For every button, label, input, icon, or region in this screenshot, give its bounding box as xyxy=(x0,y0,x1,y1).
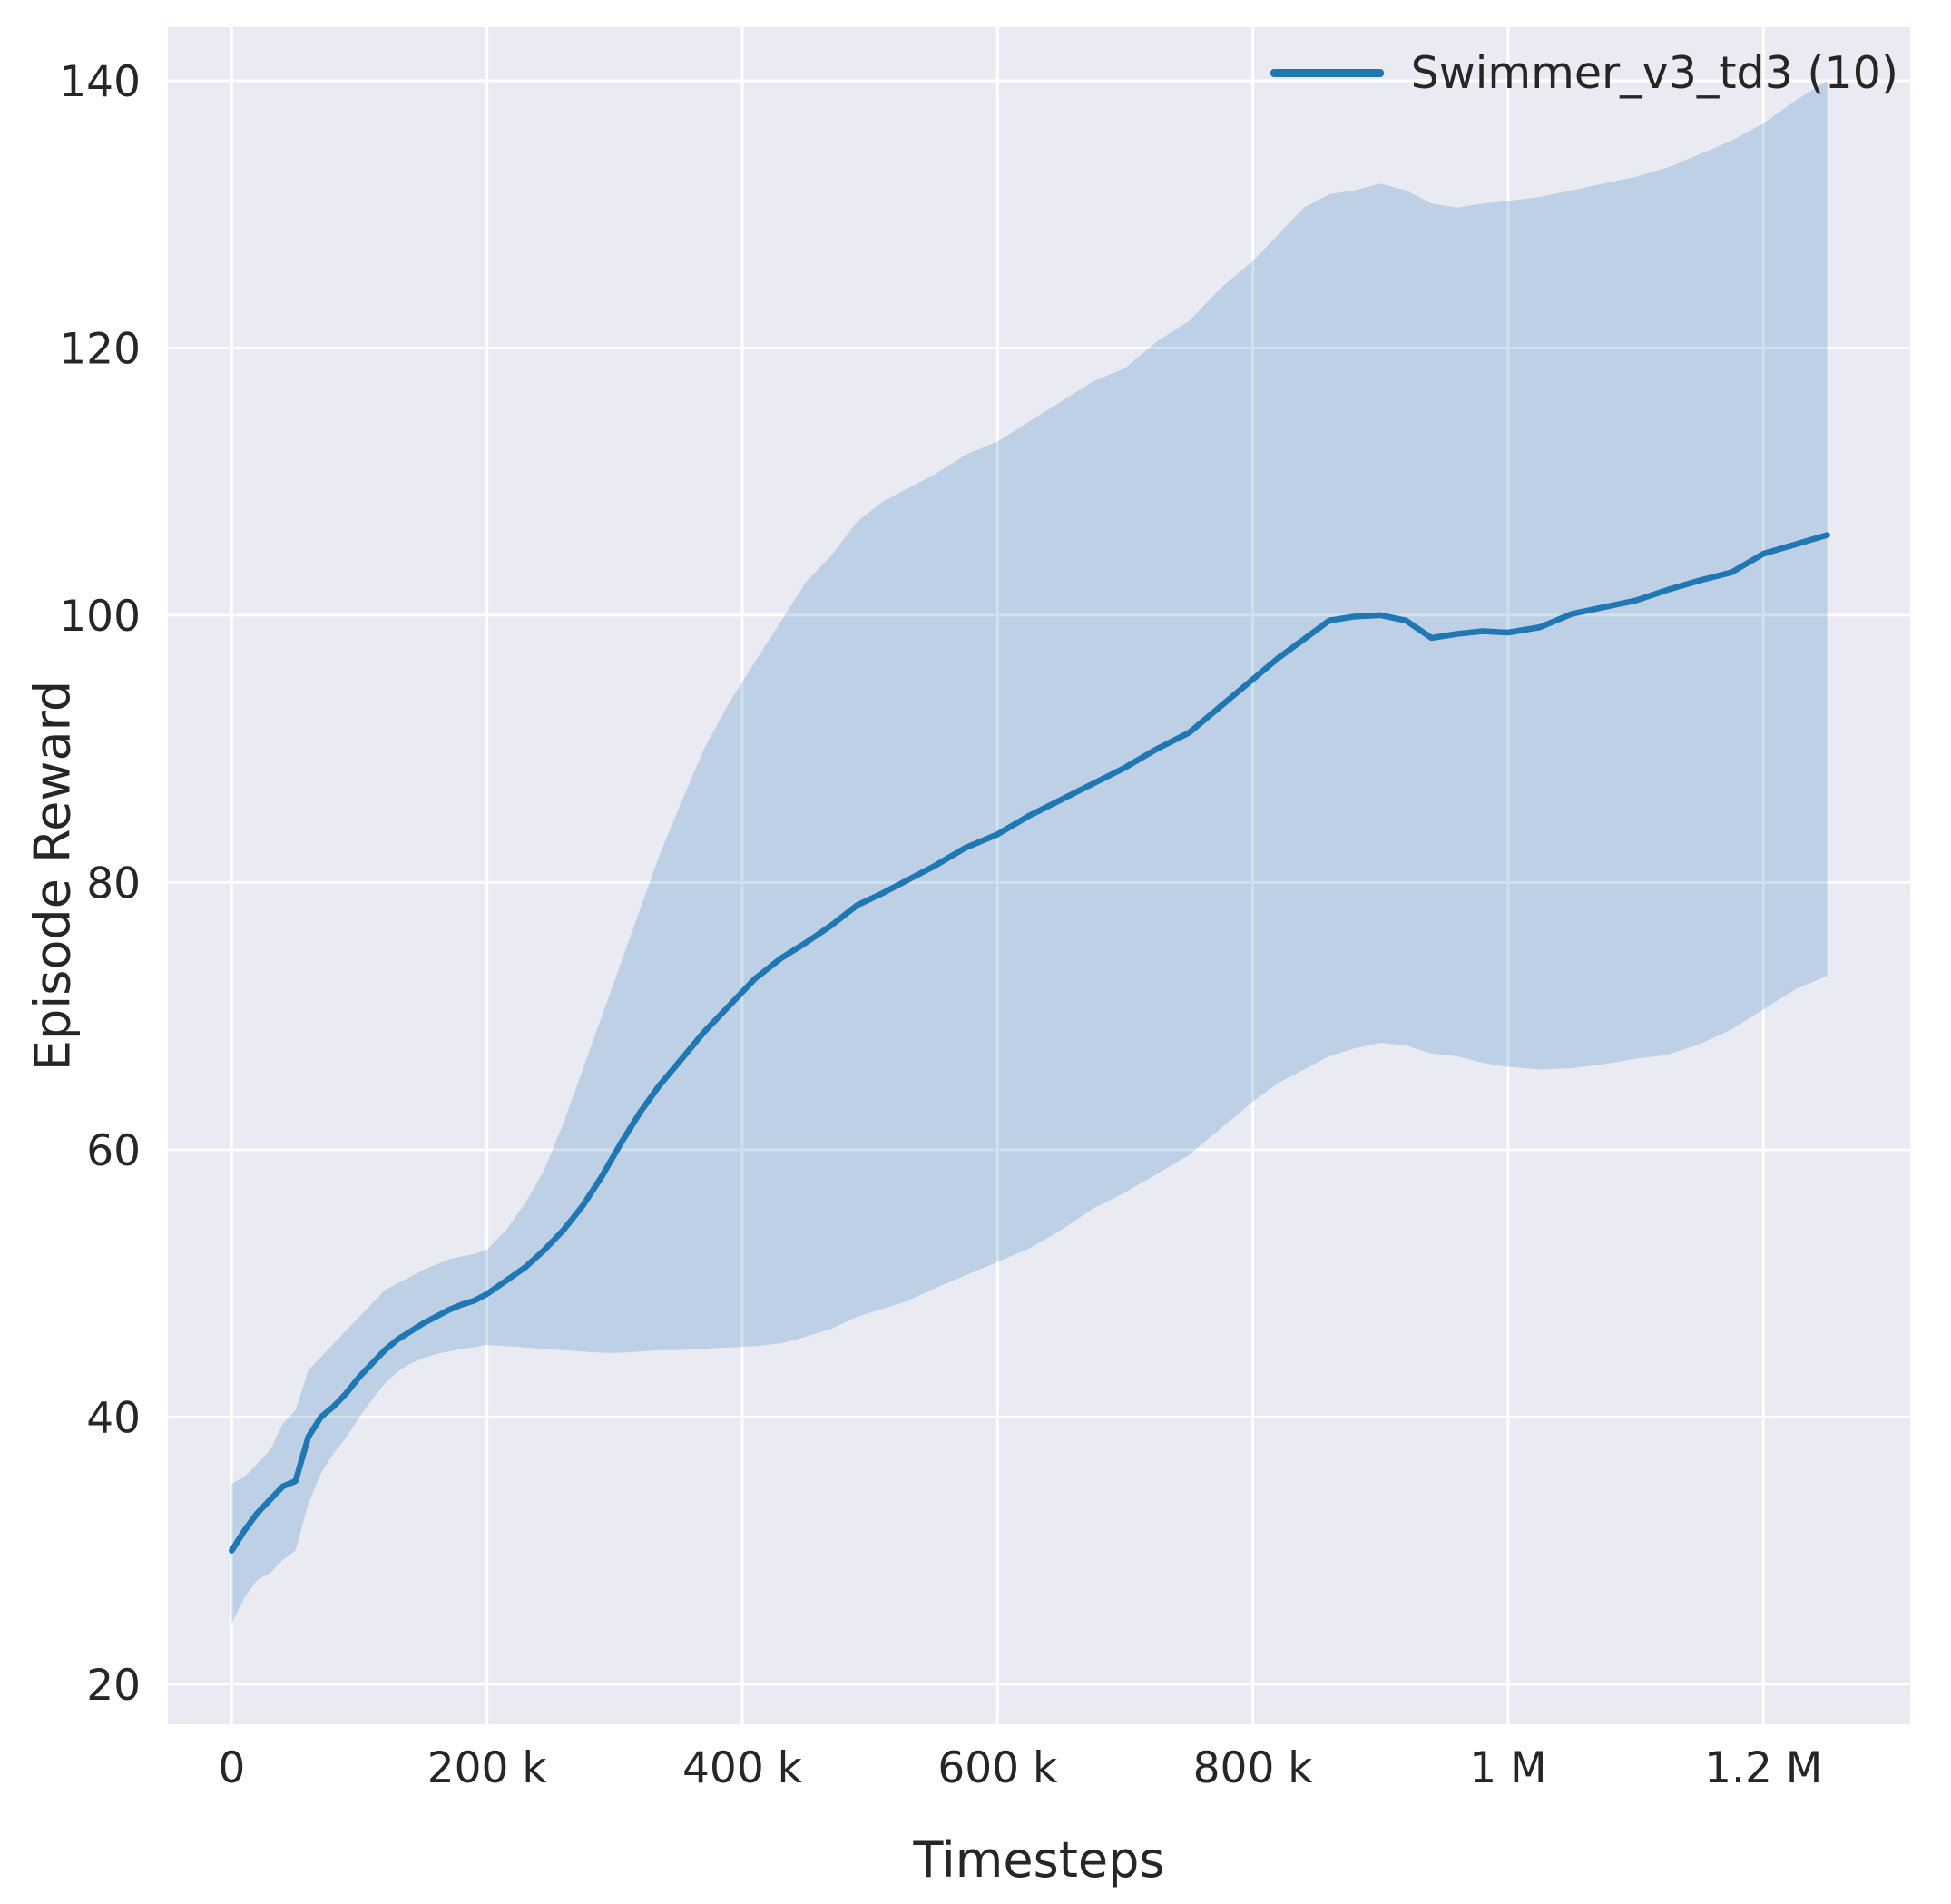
y-tick-label: 120 xyxy=(59,324,141,374)
x-axis-label: Timesteps xyxy=(913,1831,1165,1889)
legend-label: Swimmer_v3_td3 (10) xyxy=(1410,47,1898,99)
y-tick-label: 40 xyxy=(86,1393,141,1443)
x-tick-label: 0 xyxy=(218,1743,245,1793)
legend: Swimmer_v3_td3 (10) xyxy=(1270,47,1898,99)
x-tick-label: 600 k xyxy=(937,1743,1058,1793)
plot-area xyxy=(168,27,1910,1724)
y-tick-label: 60 xyxy=(86,1126,141,1176)
x-tick-label: 200 k xyxy=(427,1743,548,1793)
x-tick-label: 1.2 M xyxy=(1704,1743,1822,1793)
y-tick-label: 100 xyxy=(59,592,141,642)
y-tick-label: 20 xyxy=(86,1661,141,1711)
y-tick-label: 140 xyxy=(59,57,141,107)
confidence-band xyxy=(231,80,1828,1624)
x-tick-label: 1 M xyxy=(1469,1743,1546,1793)
mean-reward-line xyxy=(229,532,1830,1554)
x-tick-label: 800 k xyxy=(1193,1743,1314,1793)
x-tick-label: 400 k xyxy=(682,1743,803,1793)
y-tick-label: 80 xyxy=(86,859,141,908)
legend-line-swatch xyxy=(1270,69,1384,77)
y-axis-label: Episode Reward xyxy=(24,680,82,1072)
